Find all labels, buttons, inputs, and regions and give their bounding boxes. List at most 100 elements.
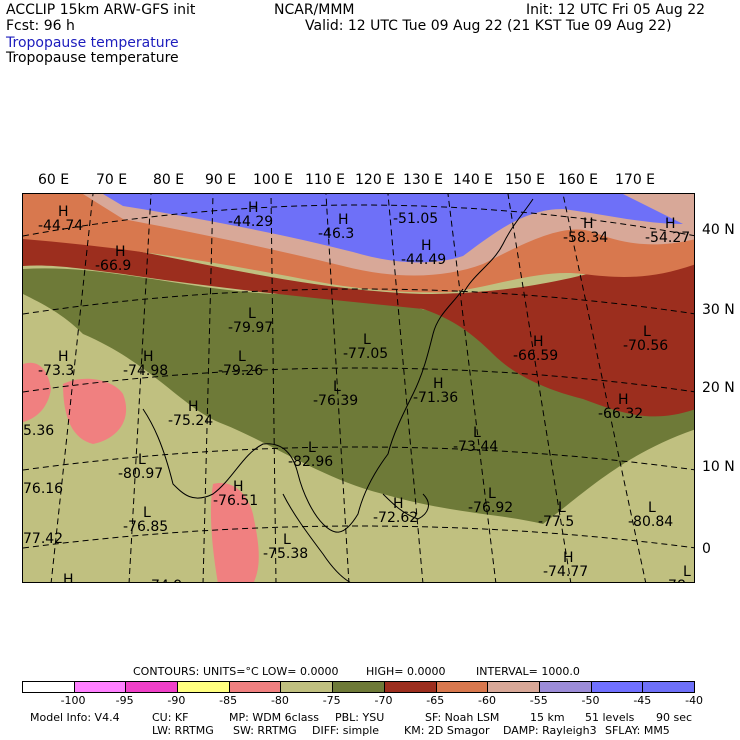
km-scheme: KM: 2D Smagor <box>404 724 490 737</box>
high-marker: H <box>533 334 544 350</box>
high-marker: H <box>665 216 676 232</box>
low-marker: L <box>558 500 566 516</box>
lon-label: 170 E <box>615 172 656 188</box>
lat-label: 10 N <box>702 459 735 475</box>
temperature-value: -76.92 <box>468 500 513 516</box>
colorbar-tick-label: -50 <box>581 694 600 707</box>
lat-label: 30 N <box>702 302 735 318</box>
field-blue <box>103 194 683 263</box>
temperature-value: 77.42 <box>23 531 63 547</box>
lon-label: 100 E <box>253 172 294 188</box>
temperature-value: -44.74 <box>38 218 83 234</box>
lon-label: 90 E <box>205 172 237 188</box>
temperature-value: -66.32 <box>598 406 643 422</box>
colorbar-tick-label: -80 <box>270 694 289 707</box>
high-marker: H <box>63 572 74 583</box>
field-pink-patch <box>63 378 127 444</box>
field-pink-patch <box>23 362 51 422</box>
colorbar-swatch <box>591 682 644 692</box>
temperature-value: -46.3 <box>318 226 354 242</box>
colorbar-tick-label: -70 <box>374 694 393 707</box>
colorbar-swatch <box>539 682 592 692</box>
lat-label: 0 <box>702 541 711 557</box>
low-marker: L <box>648 500 656 516</box>
levels: 51 levels <box>585 711 635 724</box>
colorbar-tick-label: -90 <box>167 694 186 707</box>
tropopause-temperature-map: H -44.74 H -44.29 H -46.3 -51.05 H -44.49 H -58.34… <box>22 193 695 583</box>
field-darkred <box>23 234 694 417</box>
high-marker: H <box>433 376 444 392</box>
temperature-value: -70.56 <box>623 338 668 354</box>
temperature-value: -66.59 <box>513 348 558 364</box>
colorbar-tick-label: -45 <box>633 694 652 707</box>
contours-interval: INTERVAL= 1000.0 <box>476 665 580 678</box>
temperature-value: -77.05 <box>343 346 388 362</box>
colorbar-swatch <box>23 682 75 692</box>
colorbar-tick-label: -85 <box>219 694 238 707</box>
high-marker: H <box>338 212 349 228</box>
coastlines <box>142 198 534 582</box>
low-marker: L <box>363 332 371 348</box>
temperature-value: -80.97 <box>118 466 163 482</box>
colorbar-tick-label: -40 <box>685 694 704 707</box>
temperature-value: -73.3 <box>38 363 74 379</box>
diff-scheme: DIFF: simple <box>312 724 380 737</box>
lon-label: 150 E <box>505 172 546 188</box>
low-marker: L <box>248 306 256 322</box>
lon-label: 120 E <box>355 172 396 188</box>
colorbar-tick-label: -65 <box>426 694 445 707</box>
low-marker: L <box>333 379 341 395</box>
temperature-value: -58.34 <box>563 230 608 246</box>
low-marker: L <box>643 324 651 340</box>
model-title: ACCLIP 15km ARW-GFS init <box>6 2 196 18</box>
temperature-value: -74.98 <box>123 363 168 379</box>
field-title-black: Tropopause temperature <box>6 50 179 66</box>
temperature-value: -54.27 <box>645 230 690 246</box>
damp-scheme: DAMP: Rayleigh3 <box>503 724 597 737</box>
low-marker: L <box>683 564 691 580</box>
low-marker: L <box>238 349 246 365</box>
low-marker: L <box>308 440 316 456</box>
mp-scheme: MP: WDM 6class <box>229 711 319 724</box>
colorbar-swatch <box>488 682 540 692</box>
low-marker: L <box>473 425 481 441</box>
contours-low: LOW= 0.0000 <box>262 665 339 678</box>
colorbar-tick-label: -100 <box>60 694 86 707</box>
high-low-labels: H-44.74H-44.29 H-46.3-51.05H-44.49H-58.34… <box>23 200 691 583</box>
temperature-value: -51.05 <box>393 211 438 227</box>
colorbar-swatch <box>333 682 385 692</box>
temperature-value: -72.62 <box>373 510 418 526</box>
temperature-value: -76.51 <box>213 493 258 509</box>
colorbar-tick-label: -60 <box>478 694 496 707</box>
temperature-value: -80.84 <box>628 514 673 530</box>
temperature-value: 76.16 <box>23 481 63 497</box>
low-marker: L <box>143 505 151 521</box>
colorbar-swatch <box>281 682 334 692</box>
field-olive <box>23 268 694 524</box>
temperature-value: -74.77 <box>543 564 588 580</box>
colorbar-swatch <box>229 682 282 692</box>
colorbar-swatch <box>126 682 179 692</box>
colorbar-swatch <box>436 682 489 692</box>
temperature-value: 5.36 <box>23 423 54 439</box>
lat-label: 20 N <box>702 380 735 396</box>
init-time: Init: 12 UTC Fri 05 Aug 22 <box>526 2 706 18</box>
lw-scheme: LW: RRTMG <box>152 724 214 737</box>
sw-scheme: SW: RRTMG <box>233 724 297 737</box>
high-marker: H <box>583 216 594 232</box>
organization: NCAR/MMM <box>274 2 355 18</box>
resolution: 15 km <box>530 711 565 724</box>
colorbar-swatch <box>384 682 437 692</box>
temperature-value: -71.36 <box>413 390 458 406</box>
lon-label: 110 E <box>305 172 346 188</box>
temperature-value: -75.38 <box>263 546 308 562</box>
high-marker: H <box>421 238 432 254</box>
temperature-value: -66.9 <box>95 258 131 274</box>
lon-label: 140 E <box>453 172 494 188</box>
sf-scheme: SF: Noah LSM <box>425 711 500 724</box>
temperature-value: -76.39 <box>313 393 358 409</box>
high-marker: H <box>58 204 69 220</box>
temperature-value: -79.97 <box>228 320 273 336</box>
forecast-hour: Fcst: 96 h <box>6 18 75 34</box>
high-marker: H <box>393 496 404 512</box>
